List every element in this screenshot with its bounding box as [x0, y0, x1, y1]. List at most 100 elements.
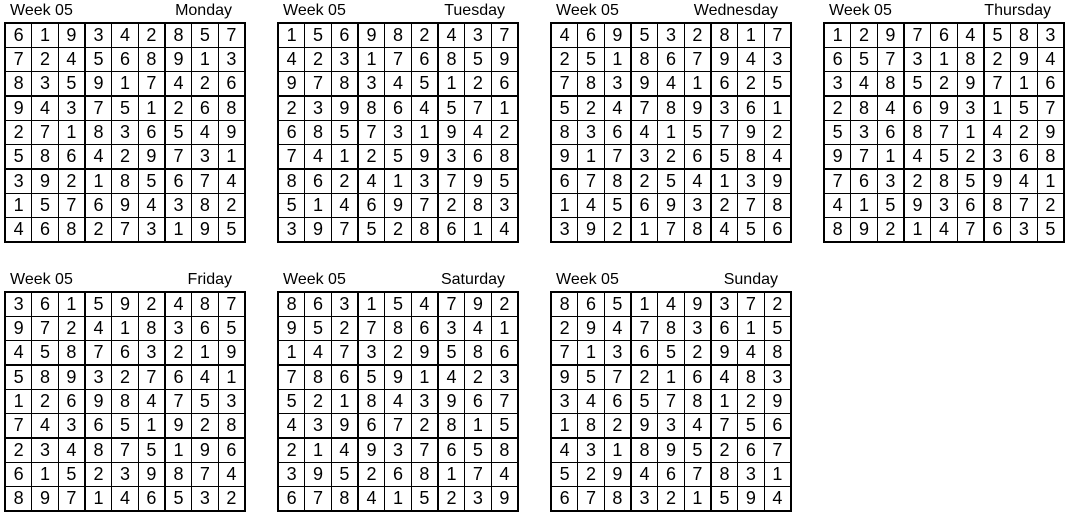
sudoku-cell: 5	[577, 364, 605, 390]
sudoku-cell: 9	[603, 462, 632, 487]
sudoku-cell: 7	[137, 71, 166, 97]
sudoku-cell: 5	[384, 291, 412, 317]
sudoku-cell: 6	[876, 120, 905, 145]
sudoku-cell: 2	[304, 389, 332, 414]
sudoku-cell: 3	[956, 95, 985, 121]
sudoku-cell: 3	[577, 437, 605, 463]
sudoku-cell: 5	[191, 22, 219, 48]
sudoku-cell: 1	[710, 389, 739, 414]
sudoku-cell: 3	[737, 168, 765, 194]
sudoku-cell: 2	[4, 120, 33, 145]
sudoku-cell: 1	[1010, 71, 1038, 97]
sudoku-cell: 6	[710, 316, 739, 341]
sudoku-cell: 5	[57, 462, 86, 487]
sudoku-cell: 6	[710, 71, 739, 97]
sudoku-cell: 4	[1036, 47, 1065, 72]
sudoku-cell: 9	[437, 389, 466, 414]
sudoku-cell: 2	[983, 47, 1012, 72]
sudoku-cell: 8	[737, 144, 765, 170]
sudoku-cell: 2	[737, 71, 765, 97]
sudoku-cell: 3	[437, 316, 466, 341]
sudoku-cell: 2	[577, 95, 605, 121]
sudoku-cell: 7	[164, 144, 193, 170]
sudoku-cell: 4	[983, 120, 1012, 145]
sudoku-cell: 6	[983, 217, 1012, 243]
sudoku-cell: 8	[277, 168, 306, 194]
sudoku-cell: 2	[763, 291, 792, 317]
sudoku-cell: 7	[630, 316, 659, 341]
sudoku-cell: 7	[384, 47, 412, 72]
sudoku-cell: 5	[137, 168, 166, 194]
sudoku-cell: 6	[384, 462, 412, 487]
sudoku-cell: 4	[763, 144, 792, 170]
sudoku-cell: 4	[737, 47, 765, 72]
sudoku-cell: 8	[710, 462, 739, 487]
sudoku-cell: 8	[217, 413, 246, 439]
sudoku-cell: 5	[603, 291, 632, 317]
sudoku-cell: 7	[737, 193, 765, 218]
sudoku-cell: 6	[1010, 144, 1038, 170]
sudoku-cell: 5	[903, 71, 932, 97]
sudoku-cell: 2	[710, 193, 739, 218]
sudoku-cell: 1	[437, 71, 466, 97]
sudoku-cell: 3	[217, 47, 246, 72]
sudoku-cell: 6	[930, 22, 958, 48]
sudoku-cell: 1	[630, 291, 659, 317]
sudoku-cell: 2	[737, 389, 765, 414]
sudoku-cell: 4	[304, 144, 332, 170]
sudoku-cell: 2	[710, 437, 739, 463]
sudoku-cell: 1	[550, 413, 579, 439]
sudoku-cell: 4	[357, 486, 386, 512]
sudoku-cell: 4	[577, 193, 605, 218]
sudoku-cell: 3	[683, 193, 712, 218]
sudoku-cell: 6	[630, 193, 659, 218]
sudoku-cell: 9	[1010, 47, 1038, 72]
sudoku-cell: 7	[1010, 193, 1038, 218]
sudoku-cell: 1	[277, 22, 306, 48]
sudoku-cell: 7	[490, 389, 519, 414]
sudoku-cell: 9	[657, 193, 685, 218]
grid-title-bar: Week 05 Friday	[4, 271, 246, 291]
sudoku-cell: 1	[84, 168, 113, 194]
sudoku-cell: 5	[84, 291, 113, 317]
sudoku-cell: 4	[710, 364, 739, 390]
sudoku-cell: 1	[164, 217, 193, 243]
sudoku-cell: 2	[164, 95, 193, 121]
sudoku-cell: 8	[550, 120, 579, 145]
sudoku-cell: 9	[550, 144, 579, 170]
sudoku-cell: 2	[1010, 120, 1038, 145]
sudoku-cell: 4	[437, 22, 466, 48]
sudoku-cell: 4	[850, 71, 878, 97]
sudoku-cell: 6	[191, 95, 219, 121]
sudoku-cell: 8	[84, 120, 113, 145]
sudoku-cell: 9	[763, 389, 792, 414]
sudoku-cell: 6	[464, 144, 492, 170]
sudoku-cell: 6	[550, 168, 579, 194]
sudoku-cell: 5	[737, 217, 765, 243]
sudoku-cell: 5	[577, 47, 605, 72]
sudoku-cell: 2	[84, 217, 113, 243]
sudoku-cell: 5	[437, 340, 466, 366]
sudoku-cell: 2	[57, 316, 86, 341]
sudoku-cell: 5	[876, 193, 905, 218]
sudoku-cell: 4	[277, 413, 306, 439]
sudoku-cell: 7	[983, 71, 1012, 97]
sudoku-cell: 2	[410, 22, 439, 48]
sudoku-cell: 7	[437, 291, 466, 317]
sudoku-cell: 4	[464, 120, 492, 145]
sudoku-cell: 4	[683, 413, 712, 439]
sudoku-cell: 6	[550, 486, 579, 512]
sudoku-cell: 3	[57, 95, 86, 121]
sudoku-cell: 3	[763, 364, 792, 390]
sudoku-cell: 3	[1036, 22, 1065, 48]
sudoku-cell: 3	[657, 22, 685, 48]
sudoku-cell: 1	[410, 364, 439, 390]
sudoku-cell: 6	[384, 95, 412, 121]
